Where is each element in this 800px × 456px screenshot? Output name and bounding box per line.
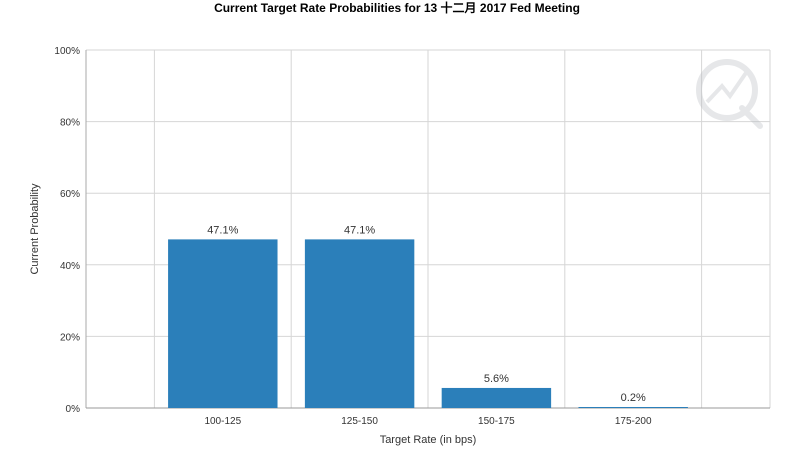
x-tick-label: 100-125 xyxy=(204,416,241,427)
bar-value-label: 47.1% xyxy=(344,224,375,236)
bar xyxy=(578,407,688,408)
bar-value-label: 0.2% xyxy=(621,392,646,404)
bar-value-label: 47.1% xyxy=(207,224,238,236)
x-tick-label: 175-200 xyxy=(615,416,652,427)
bar xyxy=(168,239,278,408)
bar-value-label: 5.6% xyxy=(484,373,509,385)
y-axis-label: Current Probability xyxy=(29,183,41,275)
y-tick-label: 80% xyxy=(60,118,80,129)
watermark-logo-icon xyxy=(696,59,763,129)
y-tick-label: 0% xyxy=(66,404,81,415)
bar xyxy=(304,239,415,408)
x-axis-ticks: 100-125 125-150 150-175 175-200 xyxy=(204,416,652,427)
x-tick-label: 125-150 xyxy=(341,416,378,427)
y-tick-label: 40% xyxy=(60,261,80,272)
x-axis-label: Target Rate (in bps) xyxy=(380,434,477,446)
chart-title: Current Target Rate Probabilities for 13… xyxy=(214,0,580,15)
y-tick-label: 20% xyxy=(60,332,80,343)
y-tick-label: 100% xyxy=(54,46,80,57)
x-tick-label: 150-175 xyxy=(478,416,515,427)
y-axis-ticks: 0% 20% 40% 60% 80% 100% xyxy=(54,46,80,415)
bar-value-labels: 47.1% 47.1% 5.6% 0.2% xyxy=(207,224,646,404)
bars xyxy=(168,239,688,408)
bar xyxy=(441,387,552,408)
y-tick-label: 60% xyxy=(60,189,80,200)
